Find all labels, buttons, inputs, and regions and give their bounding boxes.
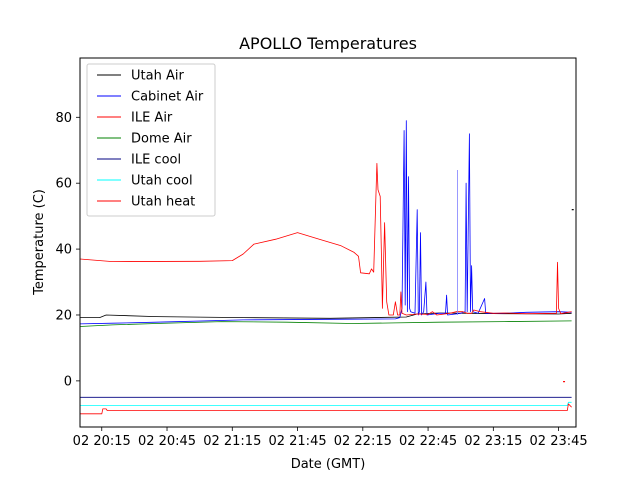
x-tick-label: 02 20:15 [73,434,131,449]
legend-label-ile-cool: ILE cool [131,153,181,168]
x-tick-label: 02 21:45 [268,434,326,449]
series-line-utah-cool [80,401,572,407]
y-tick-label: 20 [55,308,72,323]
x-tick-label: 02 22:45 [399,434,457,449]
series-line-ile-air [79,162,572,316]
legend-label-ile-air: ILE Air [131,111,173,126]
series-line-utah-heat [80,403,572,415]
series-line-utah-air [80,312,572,319]
legend: Utah Air Cabinet Air ILE Air Dome Air ILE co… [86,63,216,217]
y-tick-label: 80 [55,111,72,126]
x-axis: 02 20:15 02 20:45 02 21:15 02 21:45 02 22:15… [73,427,588,449]
legend-label-utah-heat: Utah heat [131,195,195,210]
chart-title: APOLLO Temperatures [239,34,417,53]
legend-box [86,63,216,217]
x-axis-label: Date (GMT) [291,457,366,472]
legend-label-utah-cool: Utah cool [131,174,193,189]
x-tick-label: 02 23:45 [530,434,588,449]
legend-label-cabinet-air: Cabinet Air [131,90,204,105]
legend-label-utah-air: Utah Air [131,69,184,84]
x-tick-label: 02 22:15 [334,434,392,449]
x-tick-label: 02 21:15 [203,434,261,449]
series-layer [79,120,574,415]
plot-frame [79,57,577,428]
legend-label-dome-air: Dome Air [131,132,192,147]
series-line-dome-air [79,320,572,327]
y-axis-label: Temperature (C) [32,189,47,296]
x-tick-label: 02 20:45 [138,434,196,449]
y-tick-label: 0 [64,374,72,389]
x-tick-label: 02 23:15 [464,434,522,449]
y-tick-label: 60 [55,177,72,192]
annotation-mark [571,209,574,211]
annotation-mark [563,381,566,383]
y-axis: 0 20 40 60 80 [55,111,80,389]
y-tick-label: 40 [55,243,72,258]
